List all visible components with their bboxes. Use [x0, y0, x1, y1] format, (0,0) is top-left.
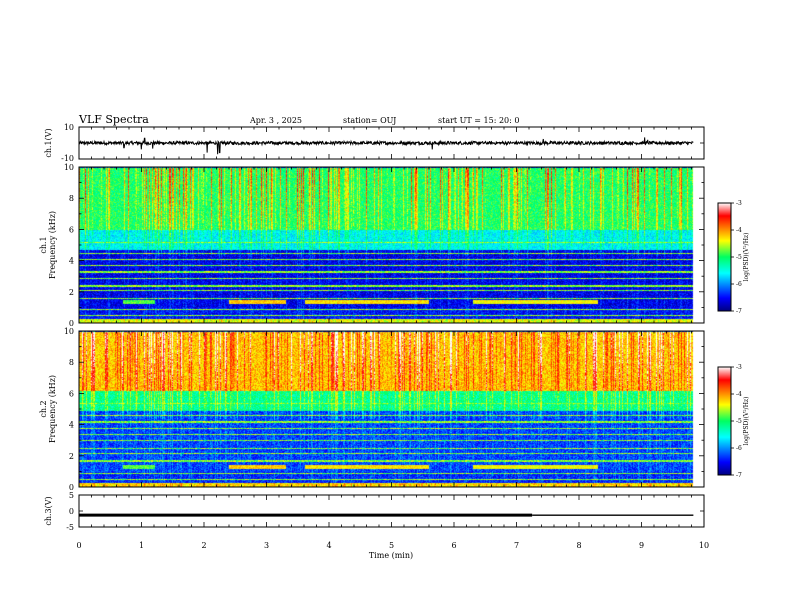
- ch2-colorbar: -3 -4 -5 -6 -7 log(PSD)(V²/Hz): [717, 364, 750, 479]
- ch2-spectrogram-ytick-labels: 0 2 4 6 8 10: [64, 327, 74, 492]
- ch1-colorbar-label: log(PSD)(V²/Hz): [743, 233, 750, 282]
- colorbar-tick-label: -5: [736, 254, 742, 261]
- ch2-channel-label: ch.2: [39, 400, 48, 417]
- ch1-spectrogram-panel: 0 2 4 6 8 10 ch.1 Frequency (kHz): [39, 163, 705, 328]
- ch3-ytick-bottom: -5: [66, 523, 74, 532]
- time-tick-label: 1: [139, 541, 144, 550]
- time-tick-label: 5: [389, 541, 394, 550]
- colorbar-tick-label: -3: [736, 200, 742, 207]
- colorbar-tick-label: -5: [736, 418, 742, 425]
- colorbar-tick-label: -7: [736, 472, 742, 479]
- ch1-colorbar-gradient: [718, 203, 731, 311]
- time-tick-label: 7: [514, 541, 519, 550]
- date-label: Apr. 3 , 2025: [249, 116, 302, 125]
- station-label: station= OUJ: [343, 116, 396, 125]
- frequency-tick-label: 4: [69, 257, 74, 266]
- ch1-waveform-panel: 10 -10 ch.1(V): [44, 123, 705, 163]
- ch1-colorbar-ticks: -3 -4 -5 -6 -7: [731, 200, 742, 315]
- time-tick-label: 2: [201, 541, 206, 550]
- frequency-tick-label: 2: [69, 452, 74, 461]
- time-axis-label: Time (min): [369, 551, 413, 560]
- colorbar-tick-label: -7: [736, 308, 742, 315]
- colorbar-tick-label: -6: [736, 281, 742, 288]
- time-tick-label: 9: [639, 541, 644, 550]
- ch1-spectrogram-ticks: [78, 166, 705, 324]
- ch1-frequency-label: Frequency (kHz): [48, 211, 57, 279]
- ch1-colorbar: -3 -4 -5 -6 -7 log(PSD)(V²/Hz): [717, 200, 750, 315]
- colorbar-tick-label: -3: [736, 364, 742, 371]
- frequency-tick-label: 0: [69, 319, 74, 328]
- ch2-colorbar-gradient: [718, 367, 731, 475]
- time-tick-label: 8: [576, 541, 581, 550]
- ch1-ylabel: ch.1(V): [44, 128, 53, 157]
- time-axis-tick-labels: 0 1 2 3 4 5 6 7 8 9 10: [76, 541, 709, 550]
- frequency-tick-label: 4: [69, 421, 74, 430]
- time-tick-label: 6: [451, 541, 456, 550]
- ch2-colorbar-label: log(PSD)(V²/Hz): [743, 397, 750, 446]
- frequency-tick-label: 6: [69, 225, 74, 234]
- colorbar-tick-label: -6: [736, 445, 742, 452]
- frequency-tick-label: 2: [69, 288, 74, 297]
- frequency-tick-label: 0: [69, 483, 74, 492]
- figure-header: VLF Spectra Apr. 3 , 2025 station= OUJ s…: [78, 113, 519, 126]
- ch1-ytick-bottom: -10: [61, 154, 74, 163]
- ch1-ytick-top: 10: [64, 123, 74, 132]
- time-tick-label: 4: [326, 541, 331, 550]
- time-tick-label: 3: [264, 541, 269, 550]
- time-tick-label: 10: [699, 541, 709, 550]
- ch3-ticks: [78, 494, 705, 528]
- ch2-spectrogram-image: [79, 331, 704, 487]
- ch3-ylabel: ch.3(V): [44, 496, 53, 525]
- ch2-spectrogram-ticks: [78, 330, 705, 488]
- ch3-ytick-top: 5: [69, 491, 74, 500]
- ch1-spectrogram-ytick-labels: 0 2 4 6 8 10: [64, 163, 74, 328]
- colorbar-tick-label: -4: [736, 391, 742, 398]
- ch2-colorbar-ticks: -3 -4 -5 -6 -7: [731, 364, 742, 479]
- frequency-tick-label: 10: [64, 327, 74, 336]
- time-tick-label: 0: [76, 541, 81, 550]
- frequency-tick-label: 8: [69, 358, 74, 367]
- ch2-frequency-label: Frequency (kHz): [48, 375, 57, 443]
- ch3-panel: 5 0 -5 ch.3(V): [44, 491, 705, 532]
- ch1-channel-label: ch.1: [39, 236, 48, 253]
- ch2-spectrogram-panel: 0 2 4 6 8 10 ch.2 Frequency (kHz): [39, 327, 705, 492]
- ch1-spectrogram-image: [79, 167, 704, 323]
- colorbar-tick-label: -4: [736, 227, 742, 234]
- ch1-waveform-trace: [78, 137, 694, 155]
- frequency-tick-label: 6: [69, 389, 74, 398]
- ch3-ytick-mid: 0: [69, 507, 74, 516]
- ch1-waveform-ticks: [78, 126, 705, 160]
- frequency-tick-label: 10: [64, 163, 74, 172]
- frequency-tick-label: 8: [69, 194, 74, 203]
- figure-title: VLF Spectra: [78, 113, 149, 126]
- start-time-label: start UT = 15: 20: 0: [438, 116, 519, 125]
